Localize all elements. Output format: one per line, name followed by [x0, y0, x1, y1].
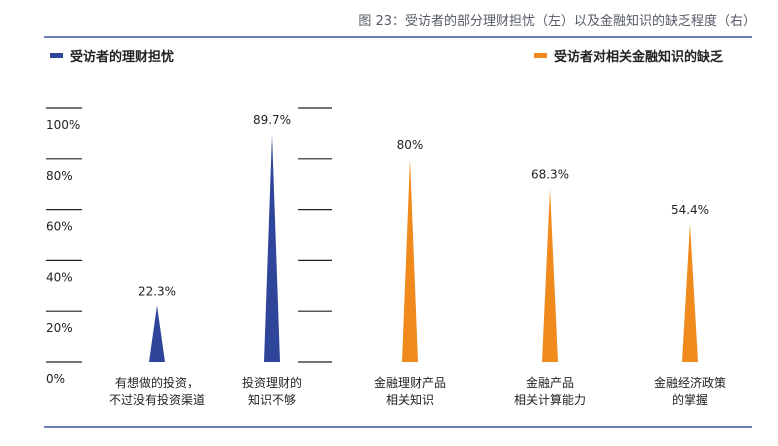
left-category-label-1: 有想做的投资，不过没有投资渠道 [109, 375, 205, 407]
right-value-label-2: 68.3% [531, 168, 569, 182]
right-category-label-2: 金融产品相关计算能力 [514, 375, 586, 407]
legend-right-label: 受访者对相关金融知识的缺乏 [554, 50, 724, 65]
right-bar-2 [542, 188, 558, 362]
left-bar-1 [149, 305, 165, 362]
top-rule [44, 36, 752, 38]
y-tick-label: 0% [46, 372, 65, 386]
left-value-label-2: 89.7% [253, 113, 291, 127]
y-tick-label: 80% [46, 169, 73, 183]
y-tick-label: 40% [46, 270, 73, 284]
right-bar-1 [402, 158, 418, 362]
legend-right: 受访者对相关金融知识的缺乏 [534, 46, 723, 65]
legend-left-swatch [50, 53, 63, 58]
legend-right-swatch [534, 53, 547, 58]
y-tick-label: 60% [46, 220, 73, 234]
right-category-label-3: 金融经济政策的掌握 [654, 375, 726, 407]
y-tick-label: 20% [46, 321, 73, 335]
bottom-rule [44, 426, 752, 428]
left-value-label-1: 22.3% [138, 284, 176, 298]
left-category-label-2: 投资理财的知识不够 [242, 375, 302, 407]
left-bar-2 [264, 134, 280, 362]
right-value-label-3: 54.4% [671, 203, 709, 217]
figure-title: 图 23：受访者的部分理财担忧（左）以及金融知识的缺乏程度（右） [358, 14, 756, 29]
y-tick-label: 100% [46, 118, 80, 132]
right-bar-3 [682, 223, 698, 362]
right-value-label-1: 80% [397, 138, 424, 152]
right-category-label-1: 金融理财产品相关知识 [374, 375, 446, 407]
legend-left-label: 受访者的理财担忧 [70, 50, 175, 65]
legend-left: 受访者的理财担忧 [50, 46, 174, 65]
